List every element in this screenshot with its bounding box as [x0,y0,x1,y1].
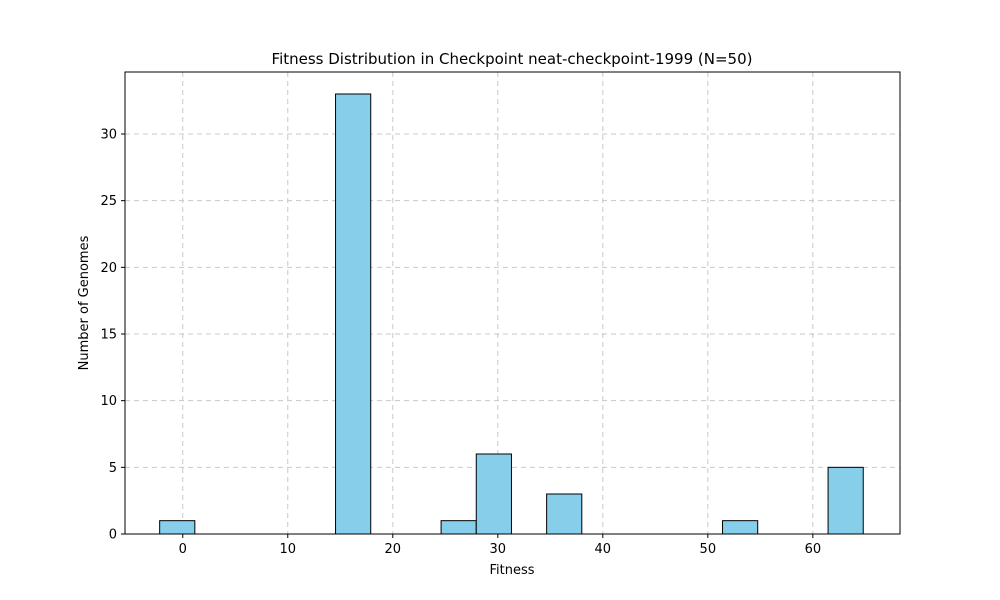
histogram-bars [159,93,864,535]
x-tick-label: 20 [385,542,402,557]
x-tick-label: 10 [279,542,296,557]
chart-title: Fitness Distribution in Checkpoint neat-… [272,50,753,68]
histogram-bar [159,520,196,535]
plot-frame [124,71,901,535]
y-tick-label: 30 [100,128,117,143]
y-tick-label: 25 [100,194,117,209]
histogram-bar [546,493,583,535]
x-tick-label: 0 [179,542,187,557]
x-tick-label: 30 [490,542,507,557]
y-tick-label: 0 [109,528,117,543]
histogram-bar [827,466,864,535]
y-tick-label: 20 [100,261,117,276]
y-axis-ticks: 0 5 10 15 20 25 30 [100,128,125,543]
grid-lines [125,72,900,535]
histogram-bar [440,520,477,535]
x-axis-label: Fitness [489,563,534,578]
histogram-bar [722,520,759,535]
x-tick-label: 50 [700,542,717,557]
histogram-bar [475,453,512,535]
y-axis-label: Number of Genomes [77,235,92,370]
y-tick-label: 15 [100,328,117,343]
y-tick-label: 5 [109,461,117,476]
y-tick-label: 10 [100,394,117,409]
x-tick-label: 60 [805,542,822,557]
x-tick-label: 40 [595,542,612,557]
x-axis-ticks: 0 10 20 30 40 50 60 [179,534,821,557]
histogram-bar [335,93,372,535]
